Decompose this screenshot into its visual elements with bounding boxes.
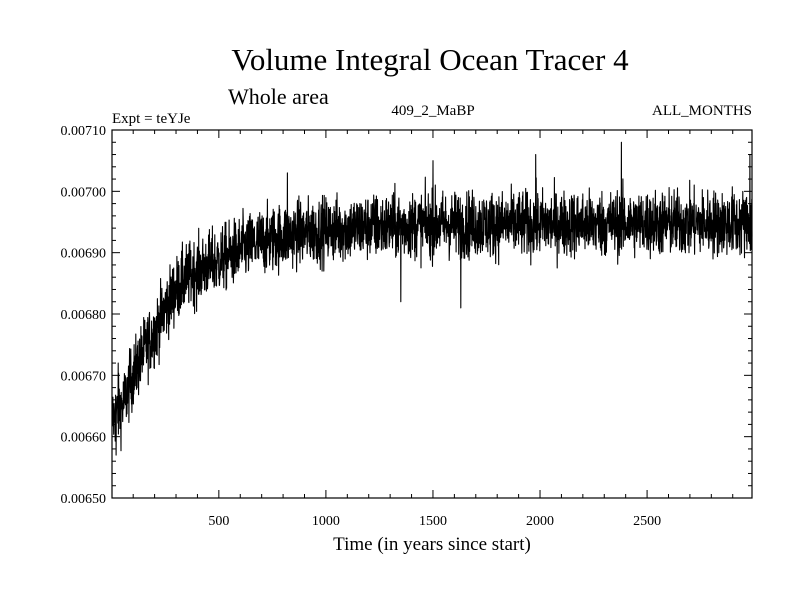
y-tick-label: 0.00690: [61, 247, 107, 262]
chart-title: Volume Integral Ocean Tracer 4: [231, 42, 629, 77]
x-tick-label: 500: [208, 514, 229, 529]
x-axis: 500 1000 1500 2000 2500: [132, 130, 734, 529]
y-tick-label: 0.00660: [61, 431, 107, 446]
plot-frame: [111, 129, 753, 499]
run-label: 409_2_MaBP: [391, 103, 474, 119]
chart-subtitle: Whole area: [228, 84, 329, 109]
series-line: [111, 141, 753, 456]
y-tick-label: 0.00680: [61, 308, 107, 323]
y-axis: 0.00650 0.00660 0.00670 0.00680 0.00690 0.007…: [61, 124, 752, 507]
x-tick-label: 2000: [526, 514, 554, 529]
y-tick-label: 0.00710: [61, 124, 107, 139]
y-tick-label: 0.00670: [61, 369, 107, 384]
x-tick-label: 1000: [312, 514, 340, 529]
months-label: ALL_MONTHS: [652, 103, 752, 119]
y-tick-label: 0.00700: [61, 185, 107, 200]
x-tick-label: 1500: [419, 514, 447, 529]
x-axis-label: Time (in years since start): [333, 534, 531, 555]
x-tick-label: 2500: [633, 514, 661, 529]
experiment-label: Expt = teYJe: [112, 111, 191, 127]
y-tick-label: 0.00650: [61, 492, 107, 507]
